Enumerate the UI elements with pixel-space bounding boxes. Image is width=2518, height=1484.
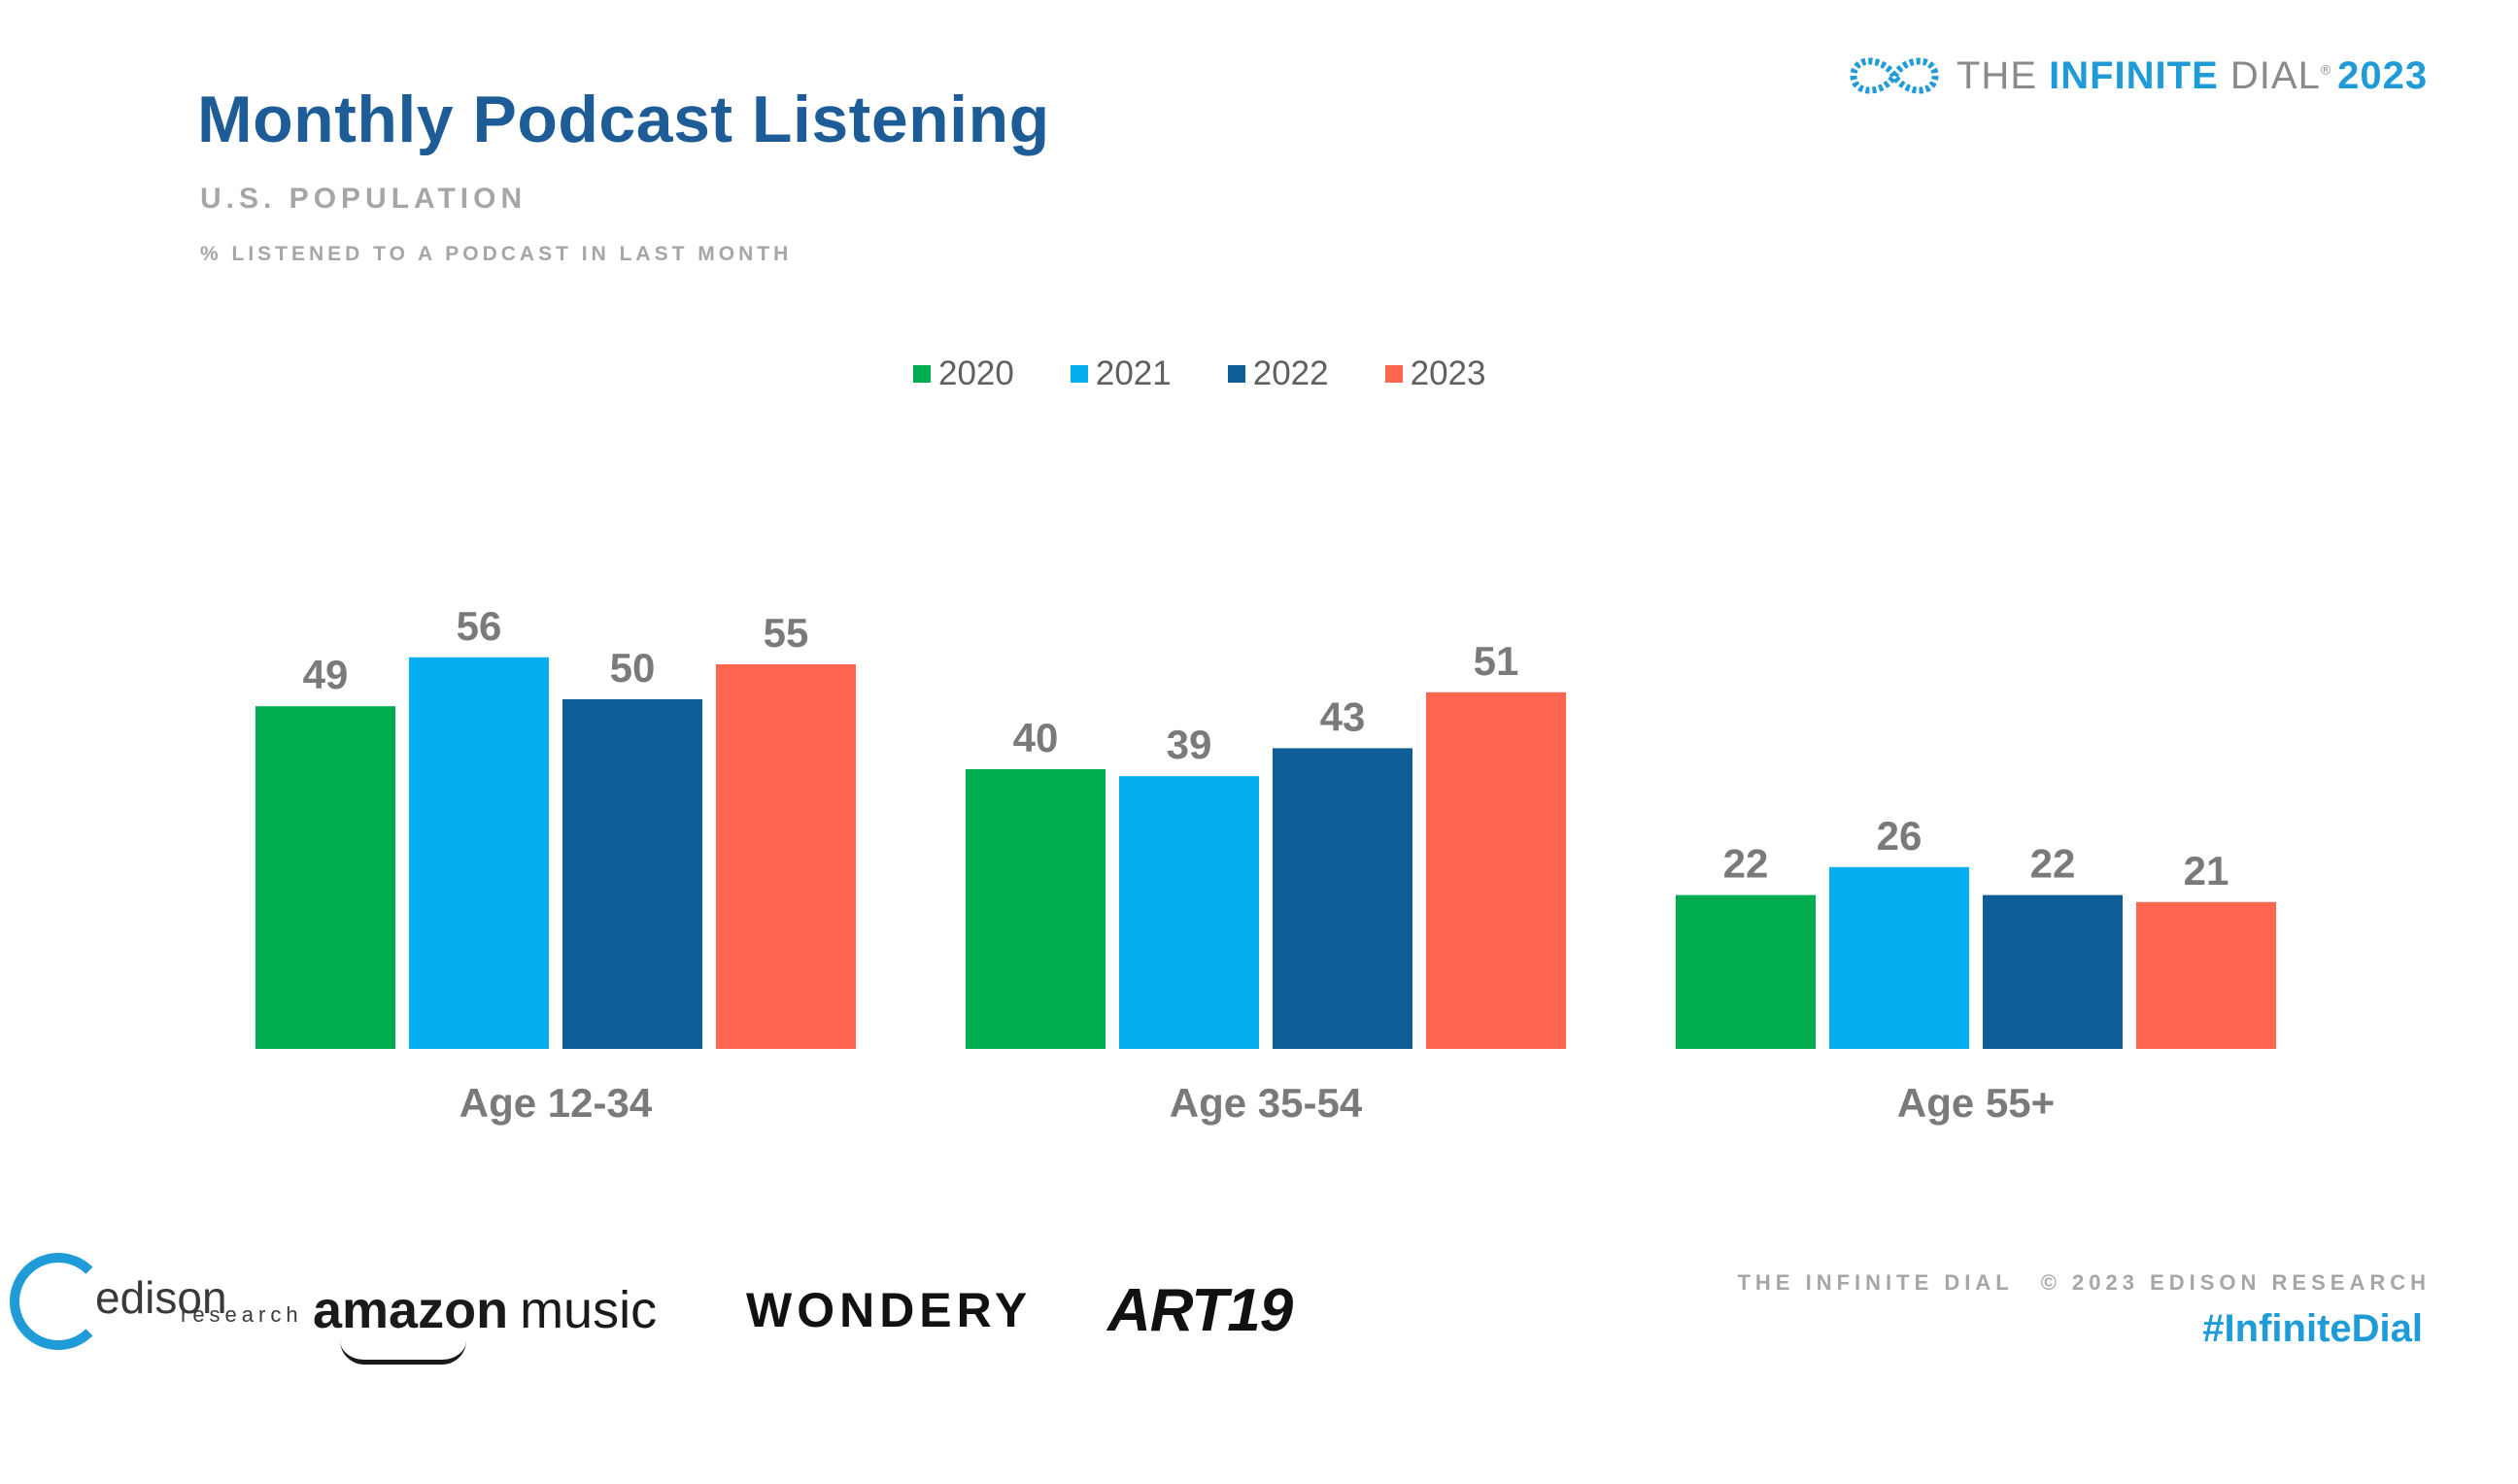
bar-2022-2: [1983, 894, 2123, 1049]
data-label: 56: [457, 603, 502, 649]
amazon-smile-icon: [340, 1340, 466, 1365]
art19-logo: ART19: [1107, 1277, 1293, 1344]
edison-research-logo: edison research: [10, 1253, 303, 1350]
bar-2023-2: [2136, 901, 2276, 1049]
bar-2020-1: [966, 769, 1106, 1049]
bar-2021-0: [409, 657, 549, 1049]
wondery-logo: WONDERY: [746, 1283, 1033, 1337]
chart-subtitle: U.S. POPULATION: [200, 183, 527, 215]
edison-logo-sub: research: [181, 1302, 303, 1327]
data-label: 50: [610, 645, 656, 691]
footer-credit-left: THE INFINITE DIAL: [1737, 1270, 2014, 1295]
bar-2020-0: [255, 706, 395, 1049]
data-label: 21: [2184, 848, 2229, 894]
infinity-logo-icon: [1850, 57, 1939, 94]
bar-2023-1: [1426, 691, 1566, 1049]
legend-swatch: [1227, 365, 1245, 383]
chart-title: Monthly Podcast Listening: [197, 83, 1050, 156]
data-label: 22: [1723, 841, 1769, 887]
bar-2020-2: [1676, 894, 1816, 1049]
data-label: 22: [2030, 841, 2076, 887]
legend-item-2023: 2023: [1384, 354, 1486, 393]
legend-item-2022: 2022: [1227, 354, 1329, 393]
data-label: 26: [1877, 813, 1923, 859]
chart-legend: 2020 2021 2022 2023: [913, 350, 1543, 398]
legend-label: 2022: [1252, 354, 1329, 392]
bar-2023-0: [716, 664, 856, 1049]
amazon-music-logo: amazon music: [313, 1280, 658, 1365]
data-label: 40: [1013, 715, 1059, 760]
sponsor-logos: edison research amazon music WONDERY ART1…: [10, 1253, 1370, 1379]
data-label: 49: [303, 652, 349, 697]
legend-swatch: [913, 365, 931, 383]
bar-2021-2: [1829, 866, 1969, 1049]
data-label: 39: [1167, 722, 1212, 767]
footer-hashtag: #InfiniteDial: [2202, 1307, 2423, 1350]
legend-swatch: [1070, 365, 1088, 383]
data-label: 55: [764, 610, 809, 656]
category-label: Age 12-34: [459, 1080, 653, 1126]
edison-swoosh-icon: [10, 1253, 107, 1350]
amazon-music-text: music: [520, 1281, 658, 1339]
legend-label: 2023: [1410, 354, 1486, 392]
infinite-dial-brand: THE INFINITE DIAL® 2023: [1846, 47, 2428, 105]
legend-item-2020: 2020: [913, 354, 1014, 393]
footer-credit-right: © 2023 EDISON RESEARCH: [2040, 1270, 2431, 1295]
bar-2021-1: [1119, 776, 1259, 1049]
data-label: 51: [1474, 638, 1519, 684]
data-label: 43: [1320, 693, 1366, 739]
footer-credit: THE INFINITE DIAL © 2023 EDISON RESEARCH: [1737, 1270, 2431, 1296]
legend-item-2021: 2021: [1070, 354, 1172, 393]
legend-swatch: [1384, 365, 1403, 383]
category-label: Age 35-54: [1170, 1080, 1363, 1126]
bar-2022-0: [562, 699, 702, 1049]
bar-2022-1: [1273, 748, 1412, 1049]
category-label: Age 55+: [1897, 1080, 2055, 1126]
chart-measure-label: % LISTENED TO A PODCAST IN LAST MONTH: [200, 243, 793, 265]
legend-label: 2021: [1095, 354, 1172, 392]
edison-logo-name: edison: [95, 1272, 227, 1323]
amazon-logo-text: amazon: [313, 1281, 509, 1339]
brand-wordmark: THE INFINITE DIAL® 2023: [1957, 53, 2429, 97]
legend-label: 2020: [938, 354, 1014, 392]
